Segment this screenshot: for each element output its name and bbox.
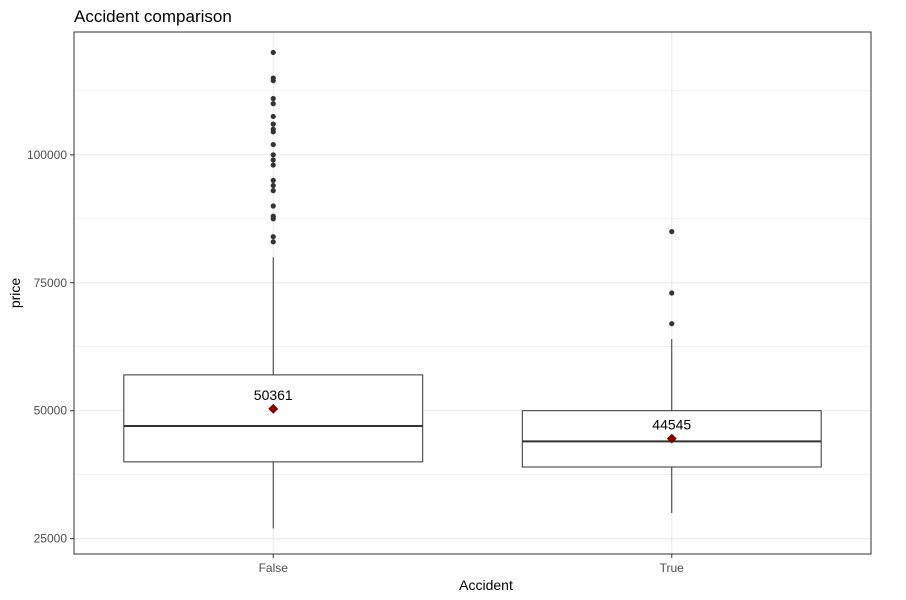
outlier-point xyxy=(270,234,276,240)
mean-marker xyxy=(666,433,677,444)
outlier-point xyxy=(270,188,276,194)
box-group-true: 44545 xyxy=(521,228,822,514)
y-tick-label: 25000 xyxy=(34,532,68,546)
y-tick-label: 50000 xyxy=(34,404,68,418)
outlier-point xyxy=(270,95,276,102)
x-tick-label: True xyxy=(660,561,685,575)
outlier-point xyxy=(270,213,276,219)
outlier-point xyxy=(270,141,276,148)
axis-layer: 25000 50000 75000 100000 False True xyxy=(27,148,684,575)
outlier-point xyxy=(270,121,276,127)
y-tick-label: 75000 xyxy=(34,276,68,290)
outlier-point xyxy=(270,203,276,209)
panel-border xyxy=(73,31,872,555)
x-tick-label: False xyxy=(259,561,289,575)
outlier-point xyxy=(270,157,276,163)
outlier-point xyxy=(270,162,276,168)
outlier-point xyxy=(669,228,675,235)
outlier-point xyxy=(270,182,276,189)
outlier-point xyxy=(669,290,675,296)
mean-label: 50361 xyxy=(254,387,293,403)
outlier-point xyxy=(270,239,276,245)
outlier-point xyxy=(270,101,276,107)
outlier-point xyxy=(270,152,276,158)
outlier-point xyxy=(270,113,276,120)
outlier-point xyxy=(270,177,276,184)
y-tick-label: 100000 xyxy=(27,148,67,162)
iqr-box xyxy=(123,374,424,463)
outlier-point xyxy=(270,49,276,56)
mean-marker xyxy=(268,403,279,414)
grid-layer xyxy=(74,32,871,554)
chart-title: Accident comparison xyxy=(74,7,232,26)
outlier-point xyxy=(669,321,675,327)
mean-label: 44545 xyxy=(652,417,691,433)
x-axis-title: Accident xyxy=(459,577,513,593)
box-group-false: 50361 xyxy=(123,49,424,529)
outlier-point xyxy=(270,75,276,81)
outlier-point xyxy=(270,126,276,132)
box-layer: 50361 44545 xyxy=(123,49,822,529)
y-axis-title: price xyxy=(7,278,23,309)
